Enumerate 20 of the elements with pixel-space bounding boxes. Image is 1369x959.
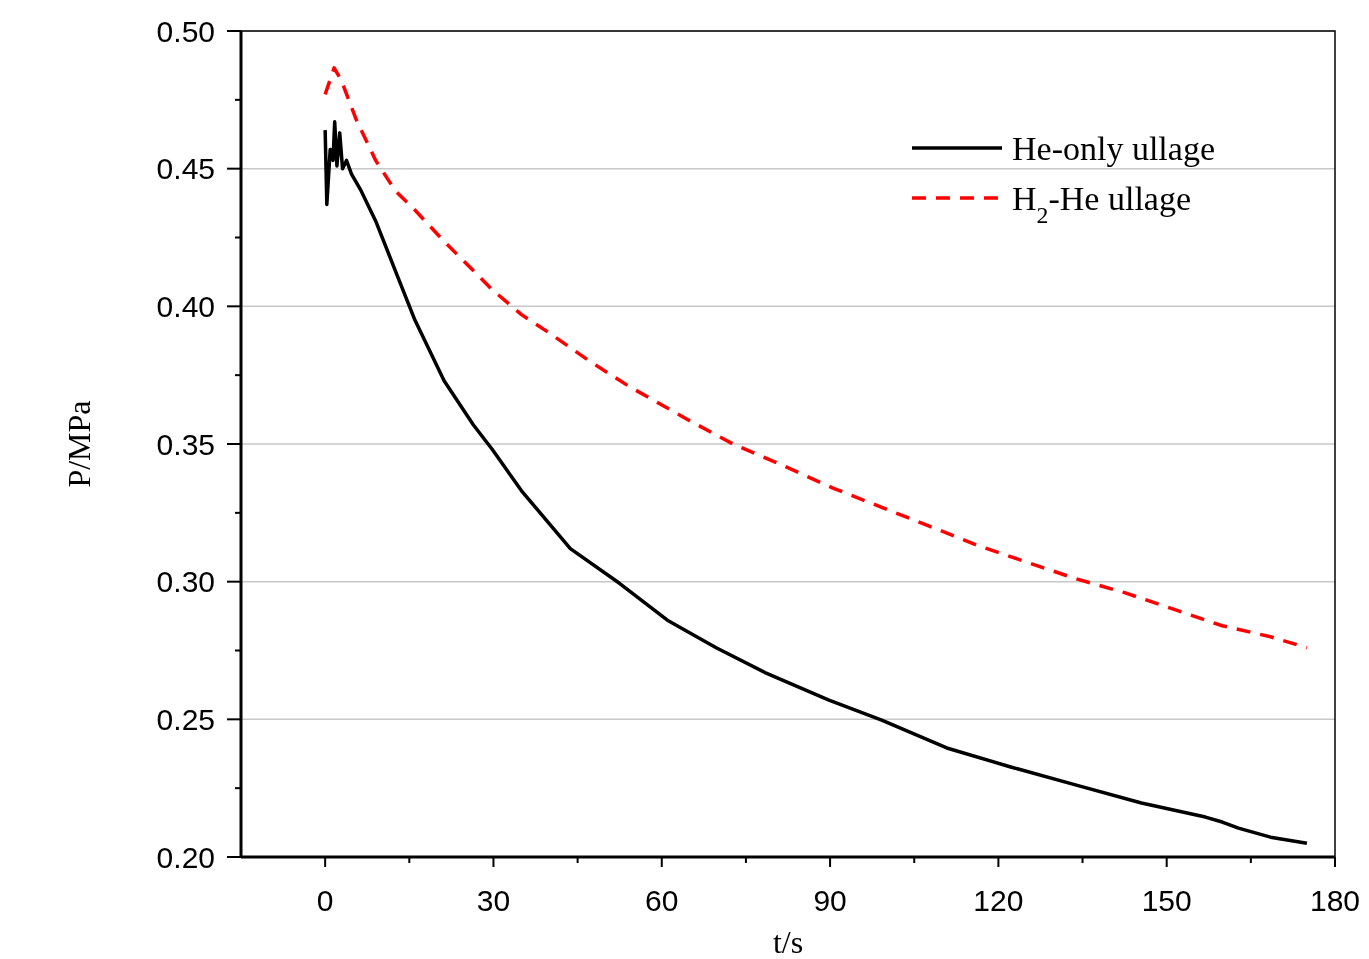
y-tick-label: 0.20 (156, 840, 215, 874)
x-axis-title: t/s (772, 924, 804, 959)
x-tick-label: 180 (1309, 884, 1361, 917)
y-axis-title: P/MPa (61, 400, 97, 488)
y-tick-label: 0.45 (156, 152, 215, 186)
x-tick-label: 60 (645, 884, 679, 917)
legend-label: He-only ullage (1012, 129, 1215, 167)
y-tick-label: 0.30 (156, 565, 215, 599)
x-tick-label: 0 (316, 884, 334, 917)
x-tick-label: 150 (1141, 884, 1192, 917)
x-tick-label: 90 (813, 884, 847, 917)
y-tick-label: 0.35 (156, 427, 215, 461)
line-series (323, 120, 1309, 845)
x-tick-label: 30 (476, 884, 511, 917)
legend-label: H$_{2}$-He ullage (1012, 179, 1192, 228)
x-tick-label: 120 (973, 884, 1024, 917)
y-tick-label: 0.25 (156, 702, 215, 736)
line-series (323, 66, 1309, 650)
y-tick-label: 0.50 (156, 14, 215, 48)
y-tick-label: 0.40 (156, 289, 215, 323)
